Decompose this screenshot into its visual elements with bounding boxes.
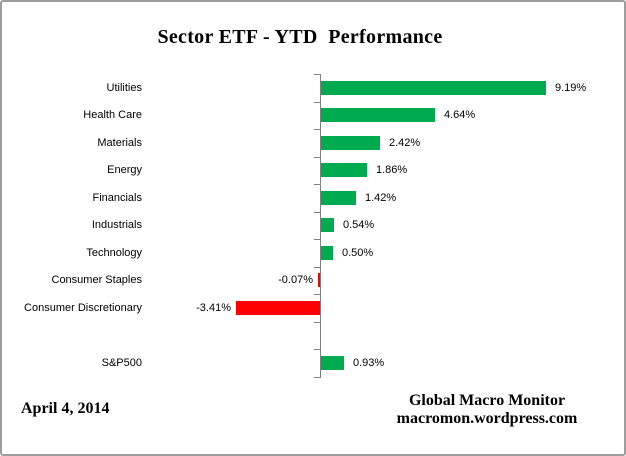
value-label-financials: 1.42% bbox=[365, 192, 397, 204]
category-label-financials: Financials bbox=[92, 192, 142, 204]
bar-consumer-discretionary bbox=[236, 301, 320, 315]
category-label-materials: Materials bbox=[97, 137, 142, 149]
bar-materials bbox=[321, 136, 380, 150]
value-label-utilities: 9.19% bbox=[555, 82, 587, 94]
footer-credit-line2: macromon.wordpress.com bbox=[396, 410, 578, 427]
value-label-health-care: 4.64% bbox=[444, 109, 476, 121]
axis-tick bbox=[314, 157, 321, 158]
value-label-consumer-staples: -0.07% bbox=[278, 274, 313, 286]
axis-tick bbox=[314, 184, 321, 185]
axis-tick bbox=[314, 239, 321, 240]
axis-tick bbox=[314, 129, 321, 130]
category-label-s-p500: S&P500 bbox=[101, 357, 142, 369]
value-label-s-p500: 0.93% bbox=[353, 357, 385, 369]
y-axis-line bbox=[320, 74, 321, 378]
axis-tick bbox=[314, 349, 321, 350]
axis-tick bbox=[314, 322, 321, 323]
axis-tick bbox=[314, 102, 321, 103]
category-label-utilities: Utilities bbox=[106, 82, 142, 94]
category-label-industrials: Industrials bbox=[91, 219, 142, 231]
category-label-technology: Technology bbox=[86, 247, 142, 259]
value-label-industrials: 0.54% bbox=[343, 219, 375, 231]
chart-title: Sector ETF - YTD Performance bbox=[157, 26, 443, 48]
category-label-consumer-staples: Consumer Staples bbox=[51, 274, 143, 286]
bar-consumer-staples bbox=[318, 273, 320, 287]
axis-tick bbox=[314, 267, 321, 268]
category-label-consumer-discretionary: Consumer Discretionary bbox=[24, 302, 142, 314]
bar-industrials bbox=[321, 218, 334, 232]
axis-tick bbox=[314, 377, 321, 378]
category-label-energy: Energy bbox=[107, 164, 142, 176]
bar-s-p500 bbox=[321, 356, 344, 370]
axis-tick bbox=[314, 74, 321, 75]
category-label-health-care: Health Care bbox=[83, 109, 142, 121]
value-label-materials: 2.42% bbox=[389, 137, 421, 149]
footer-date: April 4, 2014 bbox=[21, 400, 110, 417]
footer-credit-line1: Global Macro Monitor bbox=[408, 392, 566, 409]
bar-energy bbox=[321, 163, 367, 177]
axis-tick bbox=[314, 294, 321, 295]
value-label-technology: 0.50% bbox=[342, 247, 374, 259]
bar-financials bbox=[321, 191, 356, 205]
axis-tick bbox=[314, 212, 321, 213]
footer-credit: Global Macro Monitor macromon.wordpress.… bbox=[362, 392, 612, 428]
value-label-consumer-discretionary: -3.41% bbox=[196, 302, 231, 314]
bar-health-care bbox=[321, 108, 435, 122]
bar-utilities bbox=[321, 81, 546, 95]
value-label-energy: 1.86% bbox=[376, 164, 408, 176]
bar-technology bbox=[321, 246, 333, 260]
